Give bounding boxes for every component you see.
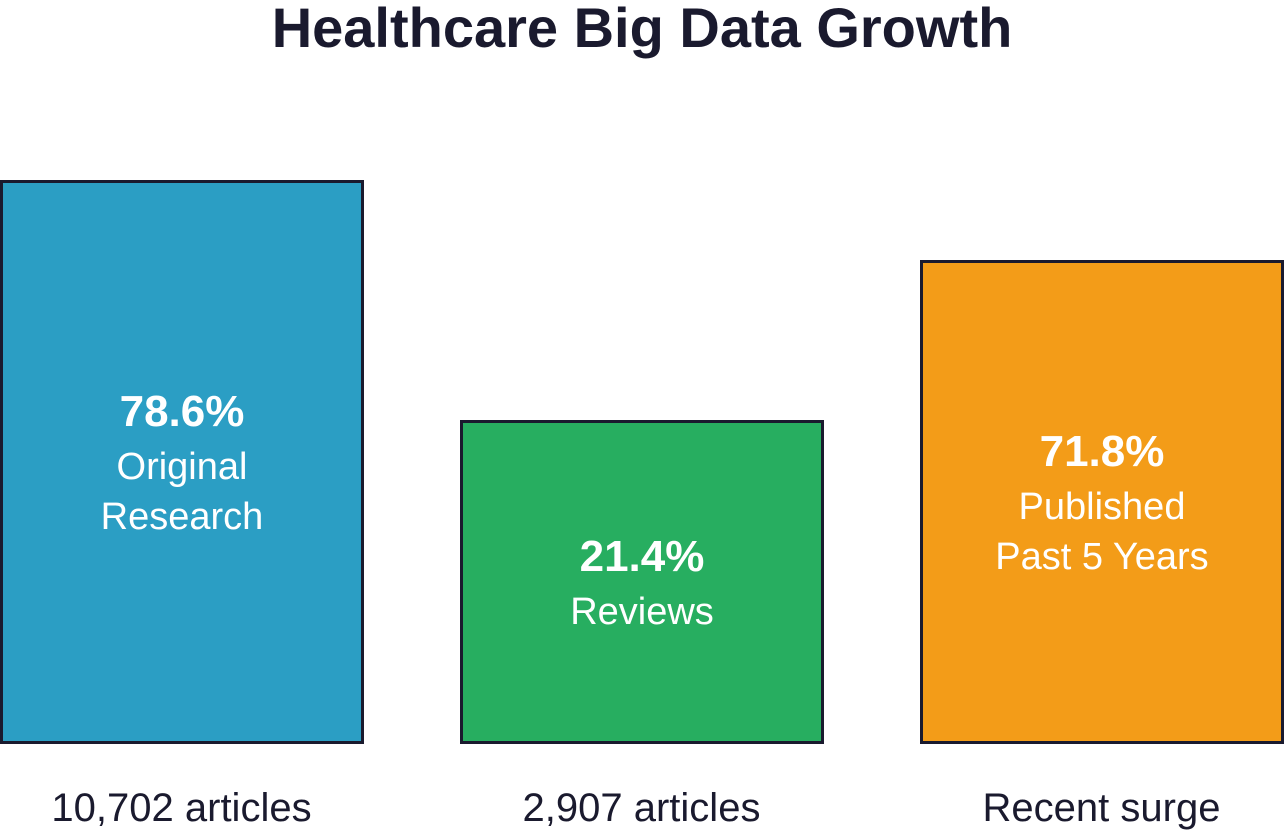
stat-label: Research: [100, 496, 264, 538]
stat-value: 78.6%: [119, 387, 245, 436]
box-content: 71.8% Published Past 5 Years: [923, 422, 1281, 582]
box-content: 78.6% Original Research: [3, 382, 361, 542]
stat-label: Published: [1018, 486, 1186, 528]
stat-label: Reviews: [570, 591, 714, 633]
caption: 2,907 articles: [522, 786, 761, 830]
stat-label: Original: [116, 446, 248, 488]
caption: 10,702 articles: [51, 786, 312, 830]
caption: Recent surge: [982, 786, 1221, 830]
stat-box: 78.6% Original Research: [0, 180, 364, 744]
stat-label: Past 5 Years: [995, 536, 1209, 578]
stat-box: 71.8% Published Past 5 Years: [920, 260, 1284, 744]
stat-box: 21.4% Reviews: [460, 420, 824, 744]
title: Healthcare Big Data Growth: [271, 0, 1013, 59]
stat-value: 21.4%: [579, 532, 705, 581]
stat-value: 71.8%: [1039, 427, 1165, 476]
box-content: 21.4% Reviews: [463, 527, 821, 637]
